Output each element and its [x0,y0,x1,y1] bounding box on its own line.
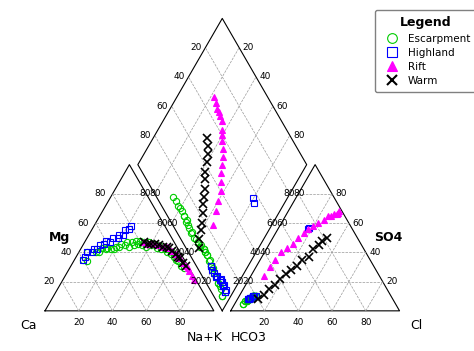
Text: 80: 80 [174,318,186,326]
Text: 80: 80 [150,190,161,198]
Text: 60: 60 [166,219,178,227]
Text: 20: 20 [243,43,254,52]
Text: 60: 60 [326,318,338,326]
Text: 80: 80 [293,131,305,140]
Text: 80: 80 [140,131,151,140]
Text: 20: 20 [191,43,202,52]
Text: 20: 20 [191,277,202,286]
Text: 20: 20 [73,318,84,326]
Text: HCO3: HCO3 [231,331,266,344]
Text: 80: 80 [140,190,151,198]
Text: 80: 80 [336,190,347,198]
Text: 20: 20 [259,318,270,326]
Text: 60: 60 [157,102,168,111]
Text: 40: 40 [174,248,185,257]
Text: Ca: Ca [20,319,36,332]
Text: Mg: Mg [49,231,70,244]
Text: 80: 80 [293,190,305,198]
Text: 80: 80 [94,190,106,198]
Text: 20: 20 [201,277,212,286]
Text: 40: 40 [183,248,195,257]
Text: SO4: SO4 [374,231,402,244]
Legend: Escarpment, Highland, Rift, Warm: Escarpment, Highland, Rift, Warm [375,10,474,92]
Text: 60: 60 [276,102,288,111]
Text: 80: 80 [283,190,295,198]
Text: 40: 40 [259,72,271,81]
Text: 20: 20 [233,277,244,286]
Text: 60: 60 [157,219,168,227]
Text: Cl: Cl [410,319,422,332]
Text: 40: 40 [259,248,271,257]
Text: 60: 60 [77,219,89,227]
Text: 60: 60 [352,219,364,227]
Text: 60: 60 [276,219,288,227]
Text: 40: 40 [107,318,118,326]
Text: Na+K: Na+K [186,331,222,344]
Text: 40: 40 [61,248,72,257]
Text: 60: 60 [140,318,152,326]
Text: 20: 20 [243,277,254,286]
Text: 40: 40 [369,248,381,257]
Text: 40: 40 [250,248,261,257]
Text: 20: 20 [44,277,55,286]
Text: 40: 40 [174,72,185,81]
Text: 80: 80 [360,318,372,326]
Text: 40: 40 [292,318,304,326]
Text: 60: 60 [266,219,278,227]
Text: 20: 20 [386,277,397,286]
